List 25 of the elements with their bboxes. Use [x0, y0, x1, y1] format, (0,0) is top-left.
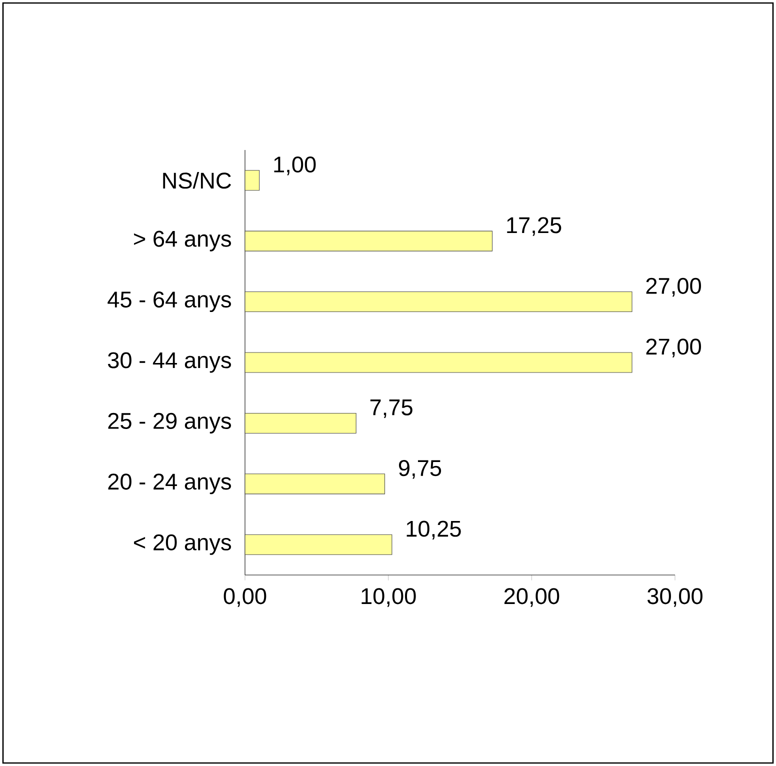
- x-tick-label: 20,00: [504, 588, 560, 607]
- y-tick-label: < 20 anys: [134, 534, 231, 555]
- y-tick-label: > 64 anys: [134, 230, 231, 252]
- data-label: 9,75: [398, 460, 442, 479]
- x-tick-label: 0,00: [224, 588, 266, 607]
- bar: [244, 474, 386, 494]
- bar: [244, 412, 356, 434]
- data-label: 7,75: [370, 400, 412, 418]
- data-label: 27,00: [646, 338, 701, 358]
- bar: [244, 534, 392, 555]
- data-label: 17,25: [507, 217, 562, 236]
- x-tick-label: 10,00: [362, 588, 416, 607]
- y-tick-label: 20 - 24 anys: [108, 474, 231, 494]
- data-label: 27,00: [646, 278, 701, 297]
- y-tick-label: 25 - 29 anys: [108, 412, 231, 434]
- y-tick-label: 30 - 44 anys: [108, 352, 231, 373]
- data-label: 1,00: [274, 156, 316, 176]
- bar: [244, 170, 260, 191]
- bar: [244, 292, 632, 312]
- bar: [244, 352, 632, 373]
- y-tick-label: NS/NC: [163, 172, 231, 189]
- x-tick-label: 30,00: [647, 588, 702, 607]
- bar: [244, 230, 493, 252]
- y-tick-label: 45 - 64 anys: [108, 292, 231, 312]
- data-label: 10,25: [406, 520, 461, 540]
